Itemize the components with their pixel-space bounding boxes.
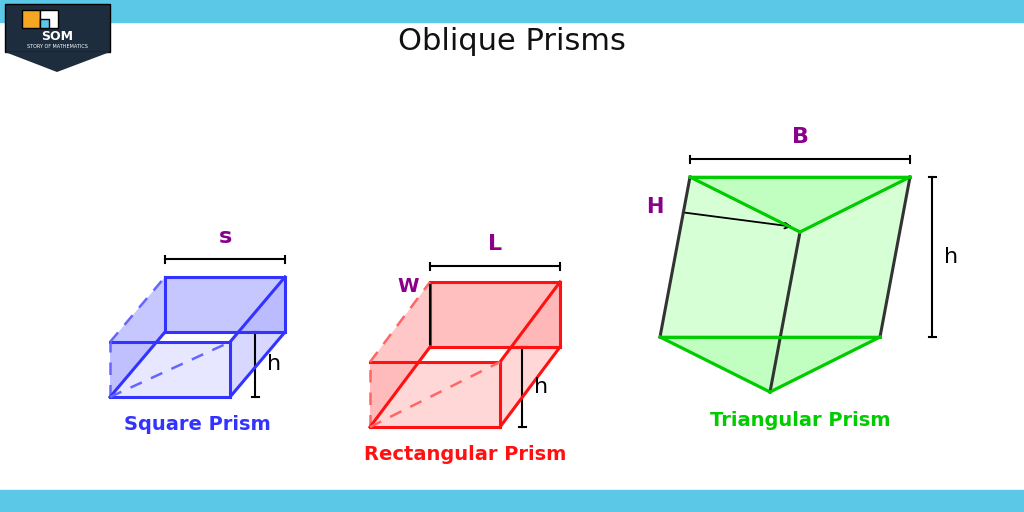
Polygon shape: [660, 177, 910, 337]
Polygon shape: [500, 282, 560, 427]
Polygon shape: [165, 277, 285, 332]
Polygon shape: [370, 282, 430, 427]
Text: Rectangular Prism: Rectangular Prism: [364, 445, 566, 464]
Text: h: h: [267, 354, 282, 374]
Polygon shape: [370, 362, 500, 427]
Bar: [0, 490, 1024, 512]
Polygon shape: [110, 342, 230, 397]
Polygon shape: [5, 52, 110, 72]
Text: h: h: [534, 377, 548, 397]
Polygon shape: [770, 177, 910, 392]
Text: Square Prism: Square Prism: [124, 416, 271, 435]
Bar: [0, 0, 1024, 22]
Text: H: H: [646, 197, 664, 217]
Polygon shape: [430, 282, 560, 347]
FancyBboxPatch shape: [22, 10, 40, 28]
Polygon shape: [110, 277, 165, 397]
Text: STORY OF MATHEMATICS: STORY OF MATHEMATICS: [27, 44, 87, 49]
Text: W: W: [397, 278, 419, 296]
FancyBboxPatch shape: [40, 19, 49, 28]
FancyBboxPatch shape: [40, 10, 58, 28]
Text: SOM: SOM: [41, 31, 73, 44]
Polygon shape: [690, 177, 910, 232]
Polygon shape: [230, 277, 285, 397]
Polygon shape: [660, 337, 880, 392]
Text: Oblique Prisms: Oblique Prisms: [398, 28, 626, 56]
Text: s: s: [218, 227, 231, 247]
Text: h: h: [944, 247, 958, 267]
Text: Triangular Prism: Triangular Prism: [710, 411, 890, 430]
Text: B: B: [792, 127, 809, 147]
Polygon shape: [660, 177, 800, 392]
FancyBboxPatch shape: [5, 4, 110, 52]
Text: L: L: [488, 234, 502, 254]
